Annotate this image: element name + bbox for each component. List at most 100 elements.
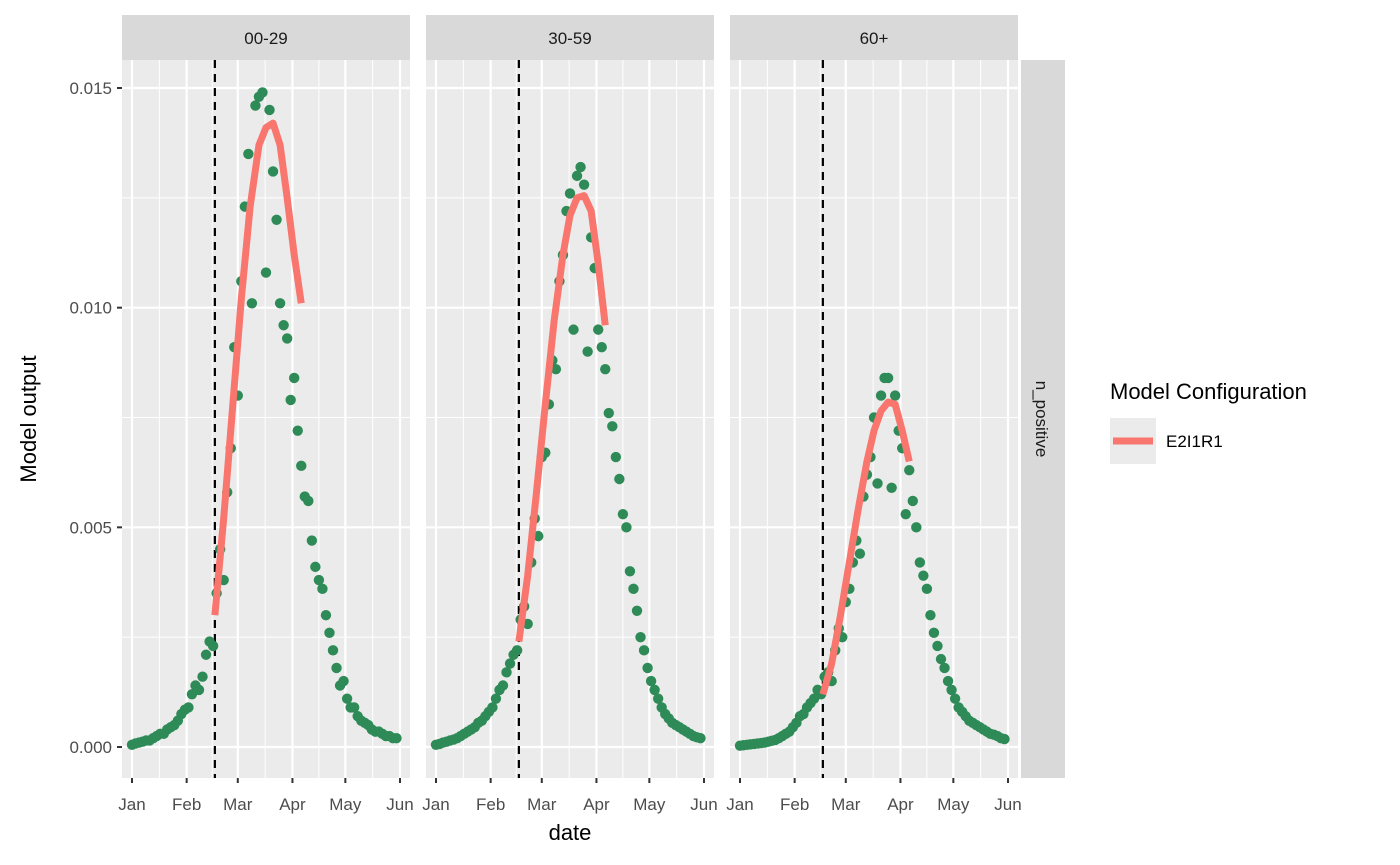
panel-background	[122, 60, 410, 778]
y-tick-label: 0.000	[69, 738, 112, 757]
data-point	[600, 363, 611, 375]
data-point	[638, 645, 650, 656]
panel-00-29: 00-29	[122, 15, 410, 778]
data-point	[197, 671, 208, 682]
data-point	[652, 693, 664, 704]
data-point	[900, 508, 911, 520]
x-tick-label: Jan	[118, 795, 145, 814]
column-strip-label: 60+	[860, 29, 889, 48]
data-point	[260, 267, 272, 278]
data-point	[946, 684, 957, 696]
data-point	[932, 640, 943, 652]
data-point	[281, 333, 293, 344]
data-point	[511, 645, 523, 656]
data-point	[264, 104, 275, 116]
data-point	[939, 662, 950, 674]
data-point	[278, 320, 289, 331]
data-point	[635, 631, 646, 643]
fit-line-E2I1R1	[819, 398, 913, 696]
data-point	[341, 693, 353, 704]
x-tick-label: Feb	[172, 795, 201, 814]
data-point	[593, 324, 604, 335]
x-tick-label: Mar	[527, 795, 557, 814]
data-point	[274, 298, 286, 309]
panel-30-59: 30-59	[426, 15, 714, 778]
data-point	[621, 522, 632, 533]
row-strip	[1021, 60, 1065, 778]
x-tick-label: May	[633, 795, 666, 814]
panel-60+: 60+	[730, 15, 1018, 778]
data-point	[695, 733, 706, 744]
data-point	[487, 702, 498, 713]
data-point	[882, 372, 894, 384]
data-point	[631, 605, 643, 617]
data-point	[872, 478, 883, 489]
y-tick-label: 0.010	[69, 299, 112, 318]
data-point	[310, 561, 321, 573]
column-strip-label: 30-59	[548, 29, 591, 48]
data-point	[303, 495, 314, 507]
data-point	[501, 667, 512, 678]
data-point	[925, 610, 936, 621]
data-point	[907, 495, 918, 507]
data-point	[645, 675, 657, 687]
x-tick-label: May	[937, 795, 970, 814]
y-tick-label: 0.005	[69, 518, 112, 537]
data-point	[854, 548, 866, 559]
data-point	[607, 421, 618, 432]
data-point	[949, 693, 961, 704]
data-point	[207, 640, 219, 652]
data-point	[921, 583, 933, 595]
x-tick-label: Mar	[831, 795, 861, 814]
fit-line-E2I1R1	[211, 119, 305, 616]
data-point	[999, 733, 1010, 745]
data-point	[578, 179, 590, 190]
y-axis-title: Model output	[16, 355, 41, 482]
data-point	[550, 363, 562, 375]
data-point	[497, 680, 509, 691]
data-point	[324, 627, 335, 638]
data-point	[942, 675, 954, 687]
data-point	[504, 658, 516, 669]
x-tick-label: Apr	[887, 795, 914, 814]
data-point	[246, 298, 258, 309]
data-point	[568, 324, 579, 335]
data-point	[183, 702, 194, 713]
data-point	[317, 583, 328, 595]
data-point	[289, 372, 300, 384]
data-point	[271, 214, 282, 225]
data-point	[928, 627, 940, 638]
column-strip	[426, 15, 714, 60]
data-point	[617, 508, 629, 520]
column-strip	[730, 15, 1018, 60]
data-point	[313, 574, 325, 586]
data-point	[582, 346, 593, 357]
column-strip-label: 00-29	[244, 29, 287, 48]
y-tick-label: 0.015	[69, 79, 112, 98]
data-point	[889, 390, 901, 401]
data-point	[296, 460, 307, 472]
x-tick-label: Jun	[386, 795, 413, 814]
data-point	[564, 188, 576, 199]
data-point	[914, 557, 926, 568]
column-strip	[122, 15, 410, 60]
data-point	[533, 530, 544, 542]
data-point	[596, 342, 607, 353]
legend: Model Configuration E2I1R1	[1110, 379, 1307, 464]
data-point	[285, 394, 296, 406]
data-point	[918, 570, 929, 581]
data-point	[624, 566, 636, 577]
data-point	[257, 87, 268, 98]
x-tick-label: Feb	[476, 795, 505, 814]
data-point	[193, 684, 205, 696]
data-point	[642, 662, 653, 674]
x-tick-label: Jun	[994, 795, 1021, 814]
data-point	[250, 100, 261, 111]
data-point	[614, 473, 625, 485]
x-tick-label: Jan	[422, 795, 449, 814]
x-tick-label: Apr	[583, 795, 610, 814]
x-tick-label: Feb	[780, 795, 809, 814]
data-point	[338, 675, 349, 687]
x-axis-title: date	[549, 820, 592, 845]
